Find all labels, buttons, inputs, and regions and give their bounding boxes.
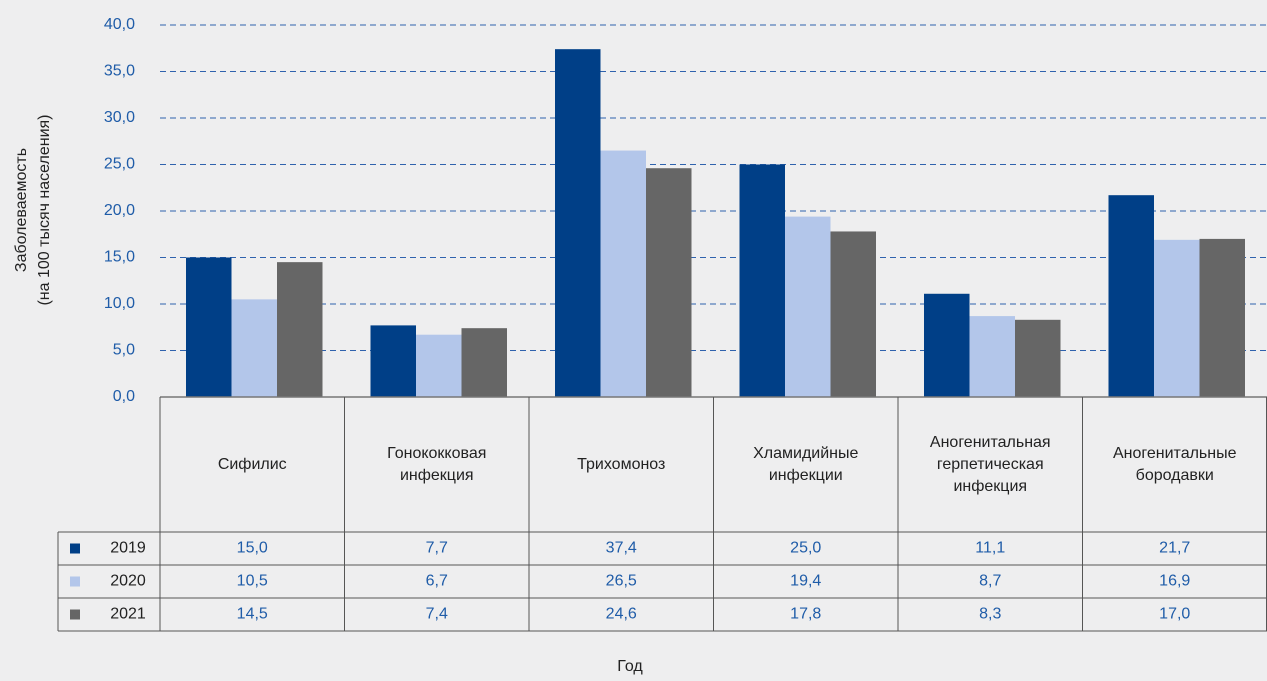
value-label: 7,7	[426, 540, 448, 557]
legend-label: 2019	[110, 540, 146, 557]
x-axis-title: Год	[617, 658, 643, 675]
value-label: 11,1	[975, 540, 1005, 557]
value-label: 25,0	[790, 540, 821, 557]
y-tick-label: 30,0	[104, 109, 135, 126]
x-tick-label: Аногенитальные бородавки	[1112, 444, 1237, 484]
value-label: 6,7	[426, 573, 448, 590]
value-label: 7,4	[426, 606, 448, 623]
bar	[1154, 239, 1200, 397]
legend-label: 2020	[110, 573, 146, 590]
value-label: 14,5	[237, 606, 268, 623]
y-tick-label: 20,0	[104, 202, 135, 219]
y-tick-label: 25,0	[104, 156, 135, 173]
bar	[600, 150, 646, 397]
value-label: 10,5	[237, 573, 268, 590]
bar	[277, 262, 323, 397]
bar	[370, 325, 416, 397]
bar	[969, 316, 1015, 397]
bar	[1015, 319, 1061, 397]
bar	[1199, 238, 1245, 397]
x-tick-label: Сифилис	[217, 455, 287, 473]
bar	[555, 49, 601, 398]
x-tick-label: Гонококковая инфекция	[387, 444, 487, 484]
bar	[186, 257, 232, 397]
x-tick-label: Хламидийные инфекции	[753, 444, 859, 484]
bar	[461, 328, 507, 397]
value-label: 15,0	[237, 540, 268, 557]
value-label: 21,7	[1159, 540, 1190, 557]
legend-swatch	[70, 543, 80, 554]
bar	[1108, 195, 1154, 397]
bar	[830, 231, 876, 397]
value-label: 19,4	[790, 573, 821, 590]
bar	[646, 168, 692, 397]
y-tick-label: 5,0	[113, 342, 135, 359]
value-label: 8,7	[979, 573, 1001, 590]
bar	[924, 293, 970, 397]
value-label: 17,8	[790, 606, 821, 623]
y-tick-label: 40,0	[104, 16, 135, 33]
y-tick-label: 15,0	[104, 249, 135, 266]
legend-swatch	[70, 576, 80, 587]
bar	[785, 216, 831, 397]
y-axis-title: (на 100 тысяч населения)	[36, 114, 53, 305]
legend-swatch	[70, 609, 80, 620]
legend-label: 2021	[110, 606, 146, 623]
y-axis-title: Заболеваемость	[13, 148, 30, 272]
y-tick-label: 35,0	[104, 63, 135, 80]
bar	[739, 164, 785, 397]
y-tick-label: 0,0	[113, 388, 135, 405]
value-label: 24,6	[606, 606, 637, 623]
y-tick-label: 10,0	[104, 295, 135, 312]
x-tick-label: Аногенитальная герпетическая инфекция	[929, 433, 1051, 495]
value-label: 8,3	[979, 606, 1001, 623]
bar	[231, 299, 277, 397]
value-label: 17,0	[1159, 606, 1190, 623]
x-tick-label: Трихомоноз	[577, 455, 666, 473]
value-label: 26,5	[606, 573, 637, 590]
bar	[416, 334, 462, 397]
value-label: 16,9	[1159, 573, 1190, 590]
value-label: 37,4	[606, 540, 637, 557]
